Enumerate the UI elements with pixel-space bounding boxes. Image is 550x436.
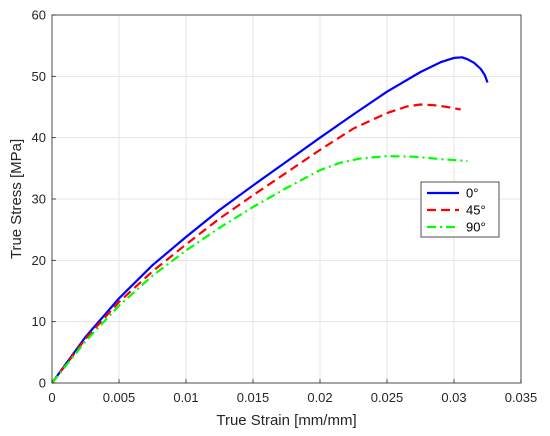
x-tick-label: 0.01 xyxy=(173,390,198,405)
x-tick-label: 0 xyxy=(48,390,55,405)
y-tick-label: 60 xyxy=(32,8,46,23)
tick-labels: 0 0.005 0.01 0.015 0.02 0.025 0.03 0.035 0 10 20 30… xyxy=(32,8,538,406)
y-tick-label: 20 xyxy=(32,253,46,268)
x-tick-label: 0.035 xyxy=(505,390,538,405)
series-line-1 xyxy=(51,103,461,384)
tick-marks xyxy=(51,14,522,384)
y-axis-label: True Stress [MPa] xyxy=(8,139,25,259)
y-tick-label: 50 xyxy=(32,69,46,84)
series-layer xyxy=(51,56,489,384)
series-line-2 xyxy=(51,155,468,384)
legend-label-0: 0° xyxy=(466,186,478,201)
x-axis-label: True Strain [mm/mm] xyxy=(216,412,356,429)
y-tick-label: 30 xyxy=(32,192,46,207)
x-tick-label: 0.005 xyxy=(103,390,136,405)
y-tick-label: 40 xyxy=(32,130,46,145)
y-tick-label: 10 xyxy=(32,314,46,329)
x-tick-label: 0.02 xyxy=(307,390,332,405)
x-tick-label: 0.03 xyxy=(441,390,466,405)
series-line-0 xyxy=(51,56,489,384)
y-tick-label: 0 xyxy=(39,376,46,391)
x-tick-label: 0.025 xyxy=(371,390,404,405)
x-tick-label: 0.015 xyxy=(237,390,270,405)
legend-label-2: 90° xyxy=(466,220,486,235)
legend: 0° 45° 90° xyxy=(420,181,500,238)
legend-label-1: 45° xyxy=(466,203,486,218)
